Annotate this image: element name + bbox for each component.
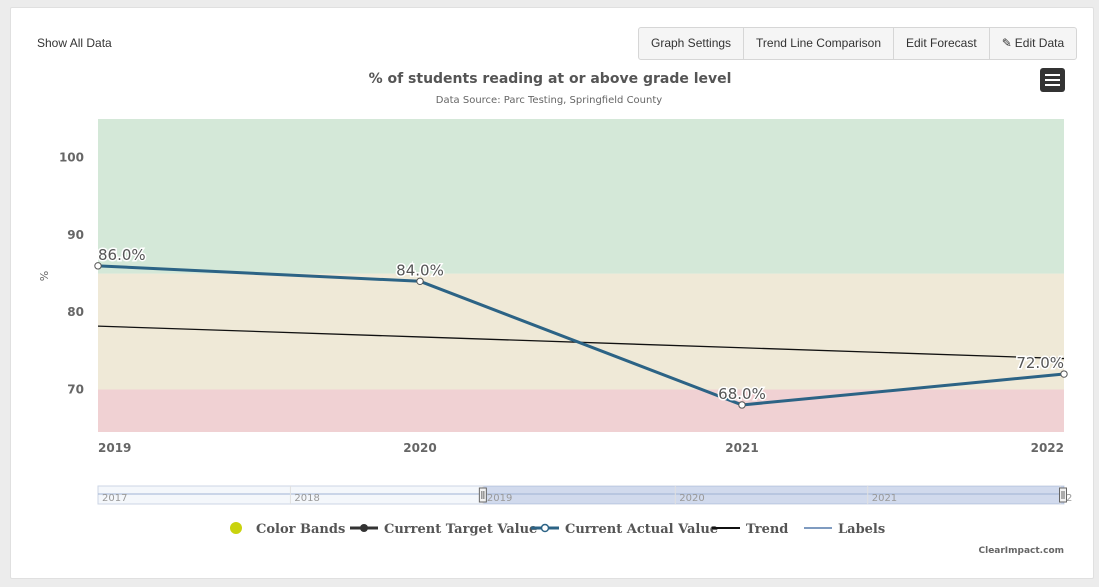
- toolbar-button-group: Graph Settings Trend Line Comparison Edi…: [638, 27, 1078, 60]
- legend-item[interactable]: Trend: [712, 522, 788, 537]
- edit-data-label: Edit Data: [1014, 36, 1065, 50]
- navigator[interactable]: 2017 2018 2019 2020 2021 2: [97, 485, 1072, 505]
- chart-title: % of students reading at or above grade …: [369, 71, 732, 87]
- y-tick-label: 100: [59, 151, 84, 165]
- edit-data-button[interactable]: ✎ Edit Data: [990, 28, 1076, 59]
- pencil-icon: ✎: [1001, 36, 1012, 50]
- x-tick-label: 2021: [725, 441, 758, 455]
- data-label: 72.0%: [1016, 354, 1064, 372]
- y-tick-label: 70: [67, 382, 84, 396]
- data-label: 84.0%: [396, 261, 444, 279]
- legend-item[interactable]: Current Target Value: [350, 522, 537, 537]
- context-menu-button[interactable]: [1040, 68, 1065, 92]
- color-bands: [98, 119, 1064, 432]
- data-label: 68.0%: [718, 385, 766, 403]
- legend-label: Current Actual Value: [565, 522, 718, 537]
- hamburger-bar: [1045, 74, 1060, 76]
- legend-label: Labels: [838, 522, 885, 537]
- x-tick-label: 2019: [98, 441, 131, 455]
- data-point[interactable]: [738, 401, 746, 409]
- navigator-tick-label: 2021: [872, 493, 897, 504]
- x-tick-label: 2022: [1031, 441, 1064, 455]
- navigator-tick-label: 2: [1066, 493, 1072, 504]
- y-axis-title: %: [38, 271, 51, 281]
- credit[interactable]: ClearImpact.com: [979, 546, 1065, 556]
- legend-label: Current Target Value: [384, 522, 537, 537]
- navigator-tick-label: 2020: [679, 493, 704, 504]
- legend-item[interactable]: Current Actual Value: [531, 522, 718, 537]
- edit-forecast-button[interactable]: Edit Forecast: [894, 28, 990, 59]
- y-tick-label: 90: [67, 228, 84, 242]
- navigator-handle[interactable]: [478, 487, 487, 503]
- hamburger-bar: [1045, 84, 1060, 86]
- series-group: 86.0% 84.0% 68.0% 72.0%: [94, 244, 1068, 409]
- actual-value-line: [97, 264, 1065, 407]
- legend-label: Trend: [746, 522, 788, 537]
- legend: Color Bands Current Target Value Current A…: [230, 522, 885, 537]
- legend-symbol: [230, 522, 242, 534]
- navigator-handle[interactable]: [1059, 487, 1067, 503]
- y-axis: 70 80 90 100: [59, 151, 84, 397]
- data-point[interactable]: [94, 262, 102, 270]
- color-band: [98, 119, 1064, 274]
- data-point[interactable]: [416, 277, 424, 285]
- data-label: 86.0%: [98, 246, 146, 264]
- graph-settings-button[interactable]: Graph Settings: [639, 28, 745, 59]
- chart-subtitle: Data Source: Parc Testing, Springfield C…: [436, 95, 662, 106]
- navigator-tick-label: 2018: [294, 493, 319, 504]
- legend-label: Color Bands: [256, 522, 345, 537]
- hamburger-bar: [1045, 79, 1060, 81]
- legend-item[interactable]: Color Bands: [230, 522, 345, 537]
- x-tick-label: 2020: [403, 441, 436, 455]
- trend-line-comparison-button[interactable]: Trend Line Comparison: [744, 28, 894, 59]
- legend-item[interactable]: Labels: [804, 522, 885, 537]
- legend-marker: [540, 523, 550, 533]
- navigator-selection[interactable]: [482, 486, 1064, 504]
- color-band: [98, 389, 1064, 432]
- show-all-data-link[interactable]: Show All Data: [37, 36, 112, 50]
- legend-marker: [360, 524, 368, 532]
- data-point[interactable]: [1060, 370, 1068, 378]
- x-axis: 2019 2020 2021 2022: [98, 441, 1064, 455]
- navigator-tick-label: 2017: [102, 493, 127, 504]
- y-tick-label: 80: [67, 305, 84, 319]
- navigator-tick-label: 2019: [487, 493, 512, 504]
